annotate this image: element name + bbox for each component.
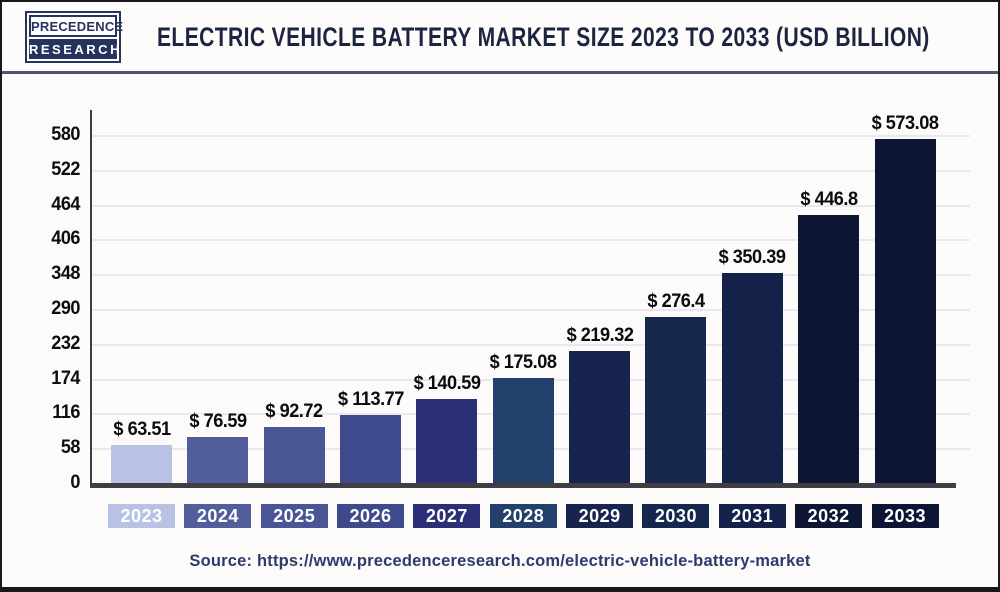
header: PRECEDENCE RESEARCH ELECTRIC VEHICLE BAT…	[2, 2, 998, 74]
bar-2026	[340, 414, 402, 483]
bar-2027	[416, 398, 478, 483]
gridline-348	[90, 274, 970, 277]
y-axis-label-58: 58	[60, 437, 81, 459]
y-axis-label-232: 232	[51, 332, 80, 354]
y-axis-label-0: 0	[70, 472, 80, 493]
y-axis-label-348: 348	[51, 263, 80, 285]
bar-value-label-2028: $ 175.08	[489, 350, 557, 373]
x-axis-year-label-2031: 2031	[718, 504, 786, 528]
gridline-406	[90, 239, 970, 242]
bar-2023	[111, 444, 172, 483]
precedence-research-logo: PRECEDENCE RESEARCH	[25, 11, 123, 63]
y-axis-label-116: 116	[52, 402, 80, 424]
gridline-522	[90, 169, 970, 172]
gridline-290	[90, 309, 970, 311]
x-axis-year-label-2024: 2024	[184, 504, 252, 528]
x-axis-year-label-2029: 2029	[566, 504, 634, 528]
bar-value-label-2023: $ 63.51	[112, 417, 171, 440]
bar-2030	[645, 317, 707, 483]
logo-line-precedence: PRECEDENCE	[29, 15, 123, 37]
x-axis-year-label-2030: 2030	[642, 504, 710, 528]
x-axis-year-label-2026: 2026	[337, 504, 405, 528]
source-link-text[interactable]: Source: https://www.precedenceresearch.c…	[189, 552, 811, 570]
bar-2024	[187, 437, 249, 483]
gridline-232	[90, 343, 970, 346]
y-axis-line	[90, 110, 92, 488]
bar-2025	[263, 427, 325, 483]
x-axis-baseline	[90, 483, 956, 488]
x-axis-year-label-2032: 2032	[795, 504, 863, 528]
bar-2031	[721, 272, 783, 483]
bar-value-label-2029: $ 219.32	[566, 324, 634, 347]
y-axis-label-174: 174	[51, 367, 80, 389]
chart-title: ELECTRIC VEHICLE BATTERY MARKET SIZE 202…	[157, 21, 930, 52]
x-axis-year-label-2023: 2023	[108, 504, 175, 528]
x-axis-year-label-2033: 2033	[871, 504, 939, 528]
bar-value-label-2024: $ 76.59	[189, 410, 247, 433]
bar-value-label-2025: $ 92.72	[265, 400, 324, 423]
bar-value-label-2026: $ 113.77	[337, 387, 404, 410]
y-axis-label-522: 522	[51, 158, 80, 180]
bar-value-label-2032: $ 446.8	[800, 187, 858, 210]
x-axis-year-label-2027: 2027	[413, 504, 481, 528]
bar-2033	[874, 139, 936, 483]
bar-value-label-2027: $ 140.59	[413, 371, 481, 394]
bar-2032	[798, 214, 860, 483]
bar-value-label-2030: $ 276.4	[647, 290, 705, 313]
bar-value-label-2033: $ 573.08	[871, 112, 939, 135]
y-axis-label-580: 580	[51, 124, 80, 145]
y-axis-label-290: 290	[51, 298, 80, 319]
y-axis-label-464: 464	[51, 193, 80, 215]
x-axis-year-label-2025: 2025	[260, 504, 328, 528]
gridline-464	[90, 204, 970, 207]
x-axis-year-label-2028: 2028	[489, 504, 557, 528]
y-axis-label-406: 406	[51, 228, 80, 250]
bar-value-label-2031: $ 350.39	[718, 245, 786, 268]
bar-2028	[492, 377, 554, 483]
bar-2029	[569, 351, 631, 483]
logo-line-research: RESEARCH	[29, 39, 119, 59]
gridline-580	[90, 135, 970, 137]
